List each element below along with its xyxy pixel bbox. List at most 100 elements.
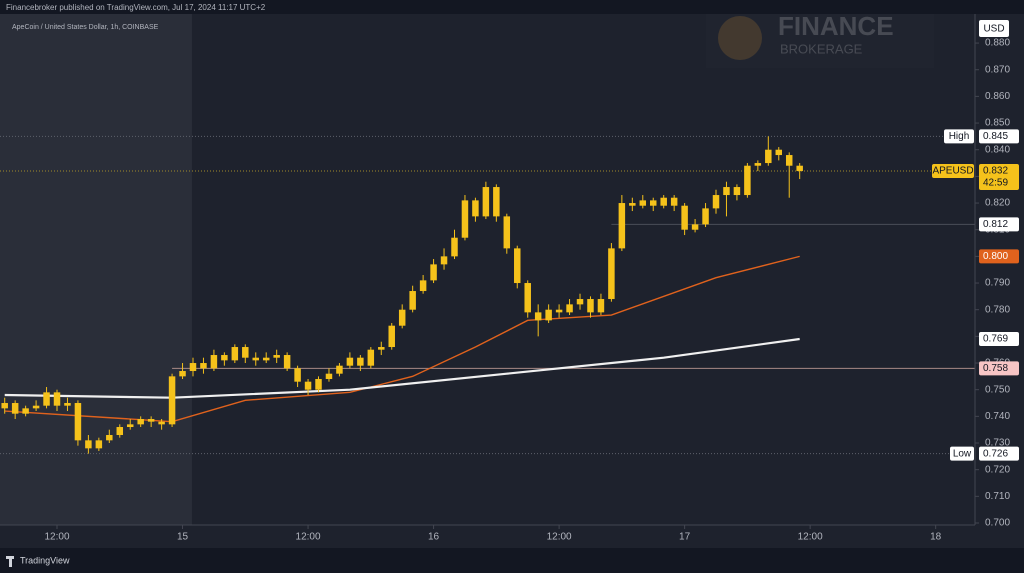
candle-body bbox=[221, 355, 228, 361]
y-tick-label: 0.820 bbox=[985, 198, 1010, 209]
candle-body bbox=[283, 355, 291, 369]
candle-body bbox=[733, 187, 741, 196]
price-label: 0.726 bbox=[983, 448, 1008, 459]
candle-body bbox=[723, 187, 730, 196]
candle-body bbox=[555, 309, 563, 313]
footer-bar bbox=[0, 548, 1024, 573]
watermark-logo bbox=[718, 16, 762, 60]
price-label: 0.832 bbox=[983, 166, 1008, 177]
session-shade bbox=[0, 14, 192, 525]
candle-body bbox=[775, 149, 783, 156]
candle-body bbox=[315, 379, 322, 390]
candle-body bbox=[419, 280, 427, 292]
marker-name: APEUSD bbox=[932, 166, 973, 177]
candle-body bbox=[106, 435, 113, 441]
marker-name: Low bbox=[953, 448, 972, 459]
y-tick-label: 0.850 bbox=[985, 118, 1010, 129]
candle-body bbox=[398, 309, 406, 326]
candle-body bbox=[597, 299, 605, 313]
x-tick-label: 12:00 bbox=[296, 532, 321, 543]
candle-body bbox=[325, 373, 333, 380]
candle-body bbox=[158, 421, 165, 425]
watermark-bg bbox=[706, 14, 934, 68]
candle-body bbox=[660, 197, 667, 206]
y-tick-label: 0.780 bbox=[985, 304, 1010, 315]
candle-body bbox=[534, 312, 542, 321]
candle-body bbox=[461, 200, 469, 238]
y-tick-label: 0.730 bbox=[985, 438, 1010, 449]
candle-body bbox=[409, 291, 416, 310]
price-label-box bbox=[979, 361, 1019, 376]
candle-body bbox=[11, 403, 19, 414]
x-tick-label: 17 bbox=[679, 532, 691, 543]
candle-body bbox=[137, 419, 144, 425]
candle-body bbox=[179, 371, 186, 377]
watermark: FINANCE BROKERAGE bbox=[706, 11, 934, 68]
candle-body bbox=[639, 200, 647, 206]
marker-name-box bbox=[944, 129, 974, 144]
candle-body bbox=[231, 347, 239, 361]
candle-body bbox=[32, 405, 40, 409]
candle-body bbox=[545, 309, 552, 321]
candle-body bbox=[126, 424, 134, 428]
candle-body bbox=[440, 256, 448, 265]
candle-body bbox=[503, 216, 511, 249]
candle-body bbox=[587, 299, 594, 313]
candle-body bbox=[357, 357, 364, 366]
candle-body bbox=[388, 325, 395, 348]
candle-body bbox=[189, 363, 197, 372]
currency-box bbox=[979, 20, 1009, 37]
y-tick-label: 0.840 bbox=[985, 144, 1010, 155]
candle-body bbox=[754, 163, 762, 166]
price-label-box bbox=[979, 332, 1019, 347]
candle-body bbox=[472, 200, 479, 217]
tv-logo bbox=[6, 556, 14, 567]
price-label: 0.812 bbox=[983, 219, 1008, 230]
moving-average bbox=[4, 337, 800, 399]
candle-body bbox=[796, 165, 803, 172]
moving-average bbox=[4, 255, 800, 423]
price-label-box bbox=[979, 129, 1019, 144]
candle-body bbox=[650, 200, 657, 206]
candle-body bbox=[691, 224, 699, 230]
x-tick-label: 15 bbox=[177, 532, 189, 543]
top-bar bbox=[0, 0, 1024, 14]
y-tick-label: 0.880 bbox=[985, 38, 1010, 49]
candle-body bbox=[430, 264, 437, 281]
candle-body bbox=[85, 440, 92, 449]
currency: USD bbox=[983, 24, 1004, 35]
marker-name-box bbox=[932, 164, 974, 179]
footer-brand: TradingView bbox=[20, 555, 70, 565]
candle-body bbox=[1, 403, 8, 409]
y-tick-label: 0.870 bbox=[985, 64, 1010, 75]
candle-body bbox=[608, 248, 615, 300]
y-tick-label: 0.710 bbox=[985, 491, 1010, 502]
price-label: 0.769 bbox=[983, 334, 1008, 345]
symbol-info: ApeCoin / United States Dollar, 1h, COIN… bbox=[12, 24, 159, 31]
candle-body bbox=[702, 208, 709, 225]
candle-body bbox=[451, 237, 458, 257]
price-label: 0.845 bbox=[983, 131, 1008, 142]
publisher: Financebroker published on TradingView.c… bbox=[6, 3, 266, 12]
x-tick-label: 16 bbox=[428, 532, 440, 543]
y-tick-label: 0.740 bbox=[985, 411, 1010, 422]
candle-body bbox=[482, 187, 490, 217]
candle-body bbox=[262, 357, 270, 361]
candle-body bbox=[681, 205, 688, 230]
candle-body bbox=[346, 357, 354, 366]
candle-body bbox=[670, 197, 678, 206]
y-tick-label: 0.750 bbox=[985, 384, 1010, 395]
price-label-box bbox=[979, 164, 1019, 191]
y-tick-label: 0.720 bbox=[985, 464, 1010, 475]
plot bbox=[0, 14, 975, 525]
candle-body bbox=[252, 357, 259, 361]
candle-body bbox=[200, 363, 207, 369]
candle-body bbox=[576, 299, 584, 305]
candle-body bbox=[168, 376, 176, 425]
candle-body bbox=[336, 365, 343, 374]
watermark-title: FINANCE bbox=[778, 11, 894, 41]
candle-body bbox=[744, 165, 751, 196]
price-label-box bbox=[979, 217, 1019, 232]
price-label: 0.800 bbox=[983, 251, 1008, 262]
candle-body bbox=[147, 419, 155, 422]
